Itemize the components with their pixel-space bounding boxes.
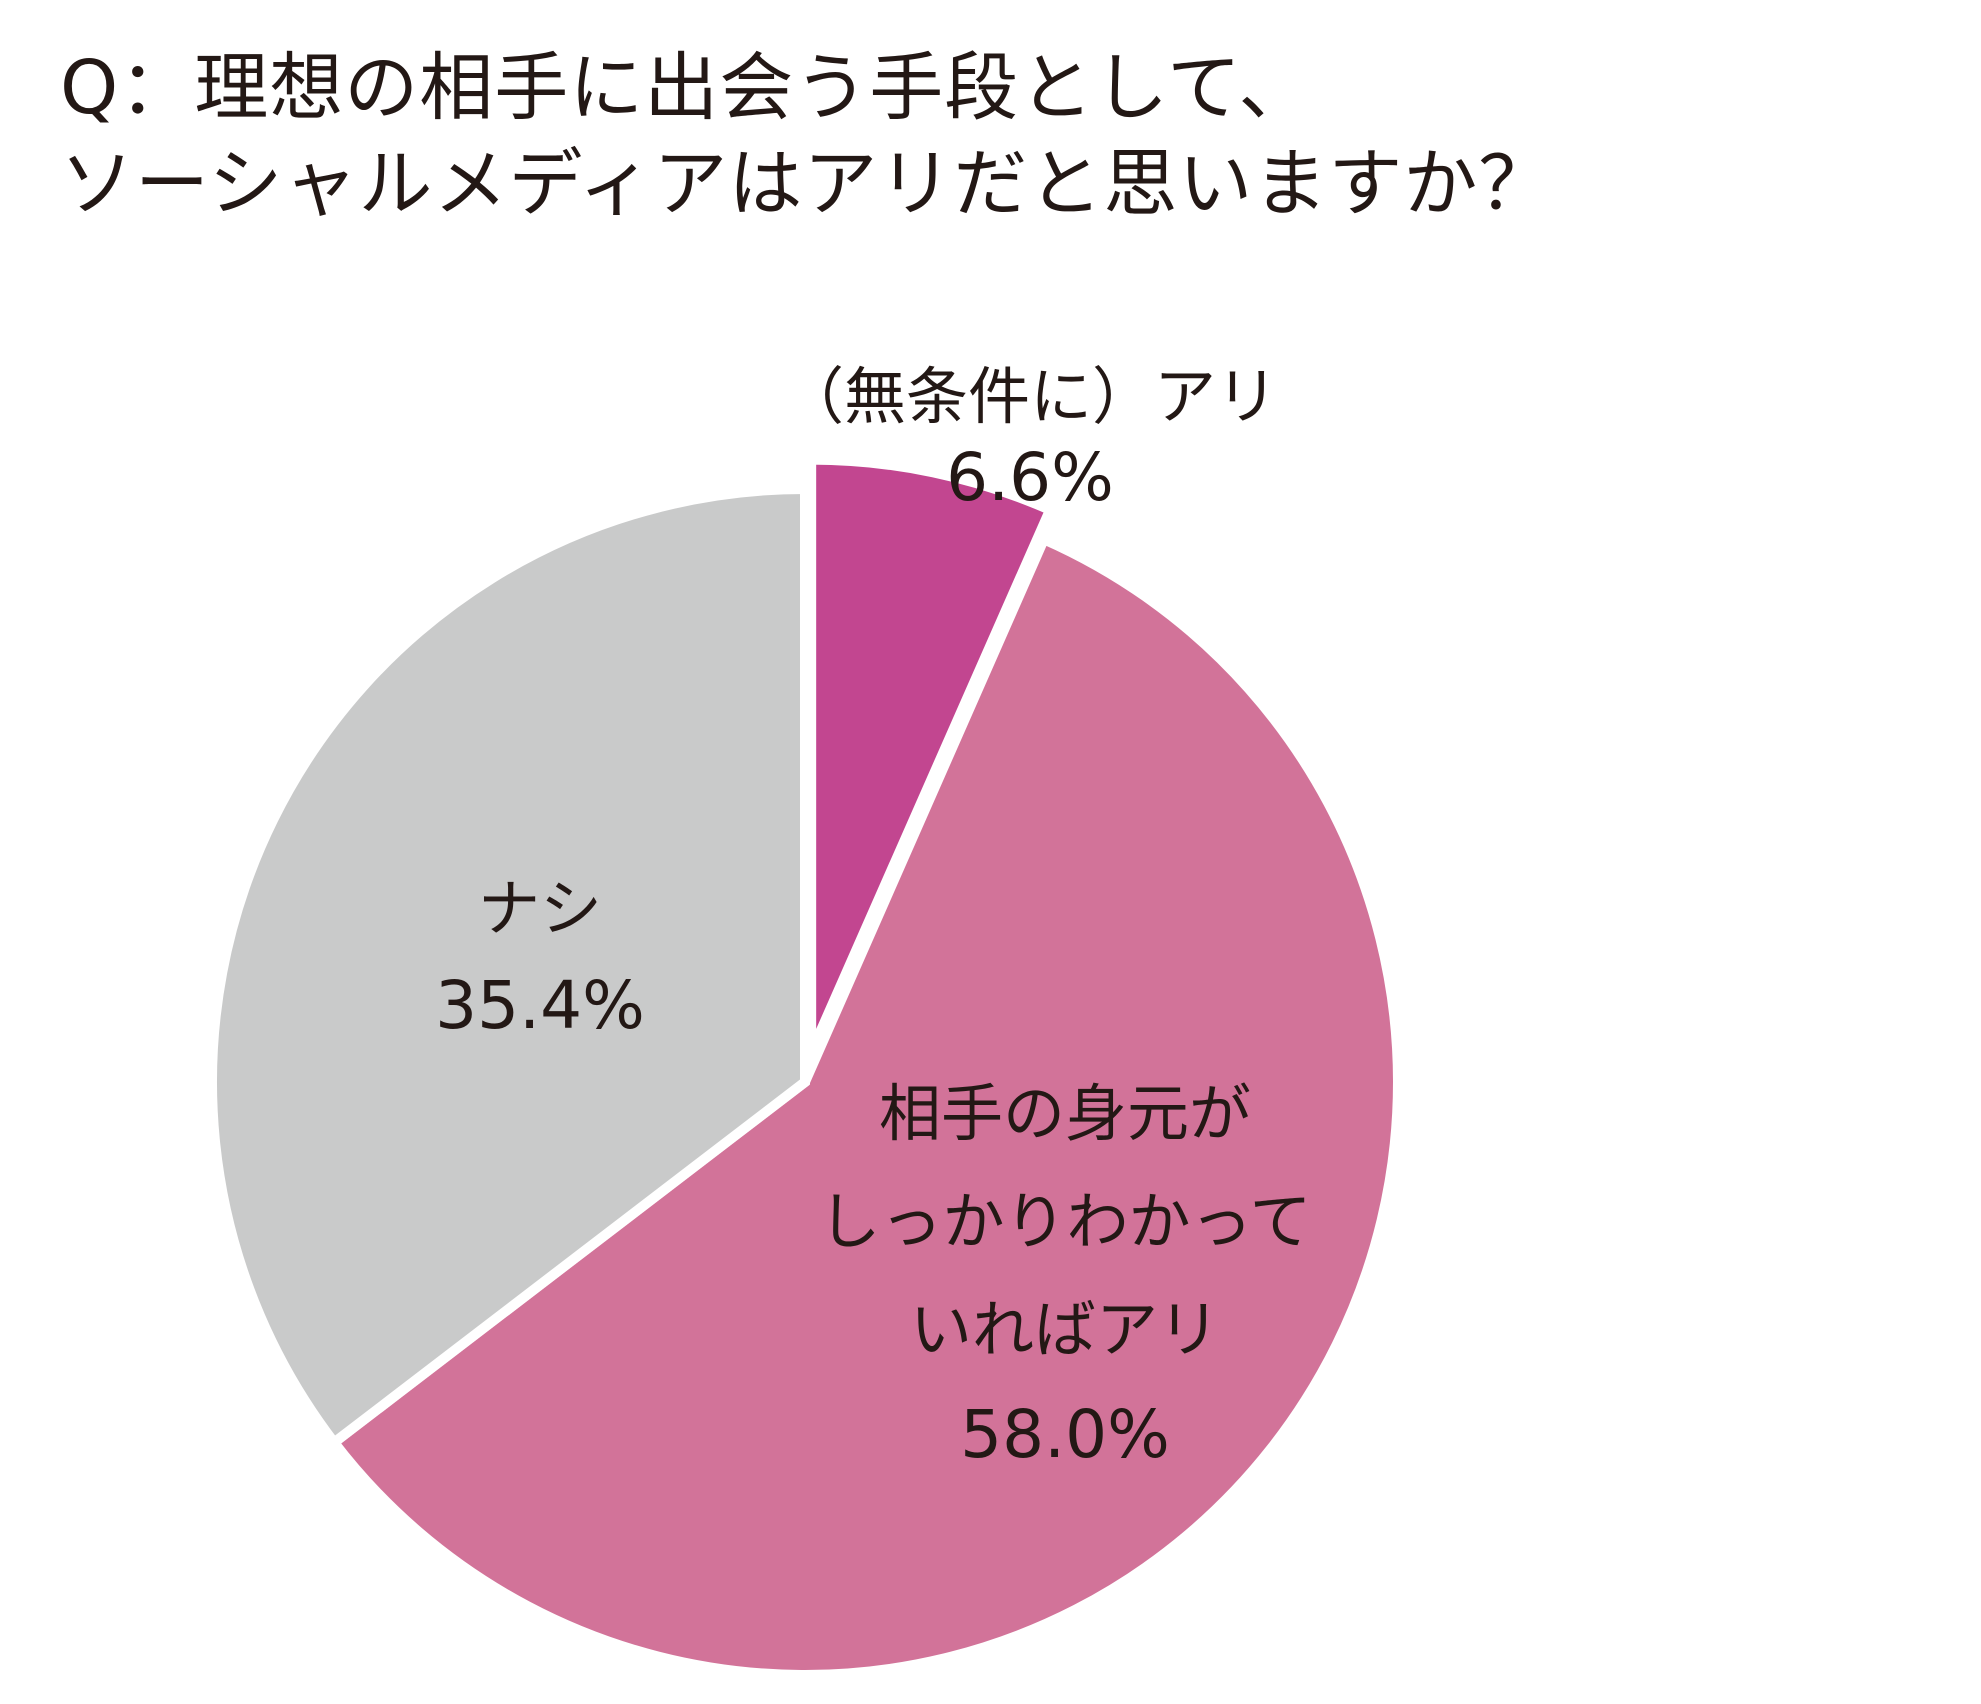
slice-unconditional-yes-label: （無条件に）アリ6.6% <box>782 360 1278 516</box>
slice-label-text: いればアリ <box>910 1293 1220 1366</box>
slice-value-label: 6.6% <box>946 439 1114 516</box>
chart-title-line-2: ソーシャルメディアはアリだと思いますか？ <box>60 141 1554 227</box>
slice-label-text: 相手の身元が <box>879 1077 1251 1150</box>
slice-no <box>207 483 810 1450</box>
slice-unconditional-yes <box>806 454 1057 1055</box>
slice-value-label: 35.4% <box>435 967 645 1044</box>
slice-label-text: （無条件に）アリ <box>782 360 1278 433</box>
slice-no-label: ナシ 35.4% <box>435 872 645 1044</box>
slice-label-text: ナシ <box>478 872 602 945</box>
slice-value-label: 58.0% <box>960 1396 1170 1473</box>
chart-title-line-1: Q：理想の相手に出会う手段として、 <box>60 45 1314 131</box>
slice-yes-if-identity-known <box>327 532 1404 1681</box>
slice-label-text: しっかりわかって <box>819 1185 1312 1258</box>
chart-title: Q：理想の相手に出会う手段として、 ソーシャルメディアはアリだと思いますか？ <box>60 40 1553 232</box>
